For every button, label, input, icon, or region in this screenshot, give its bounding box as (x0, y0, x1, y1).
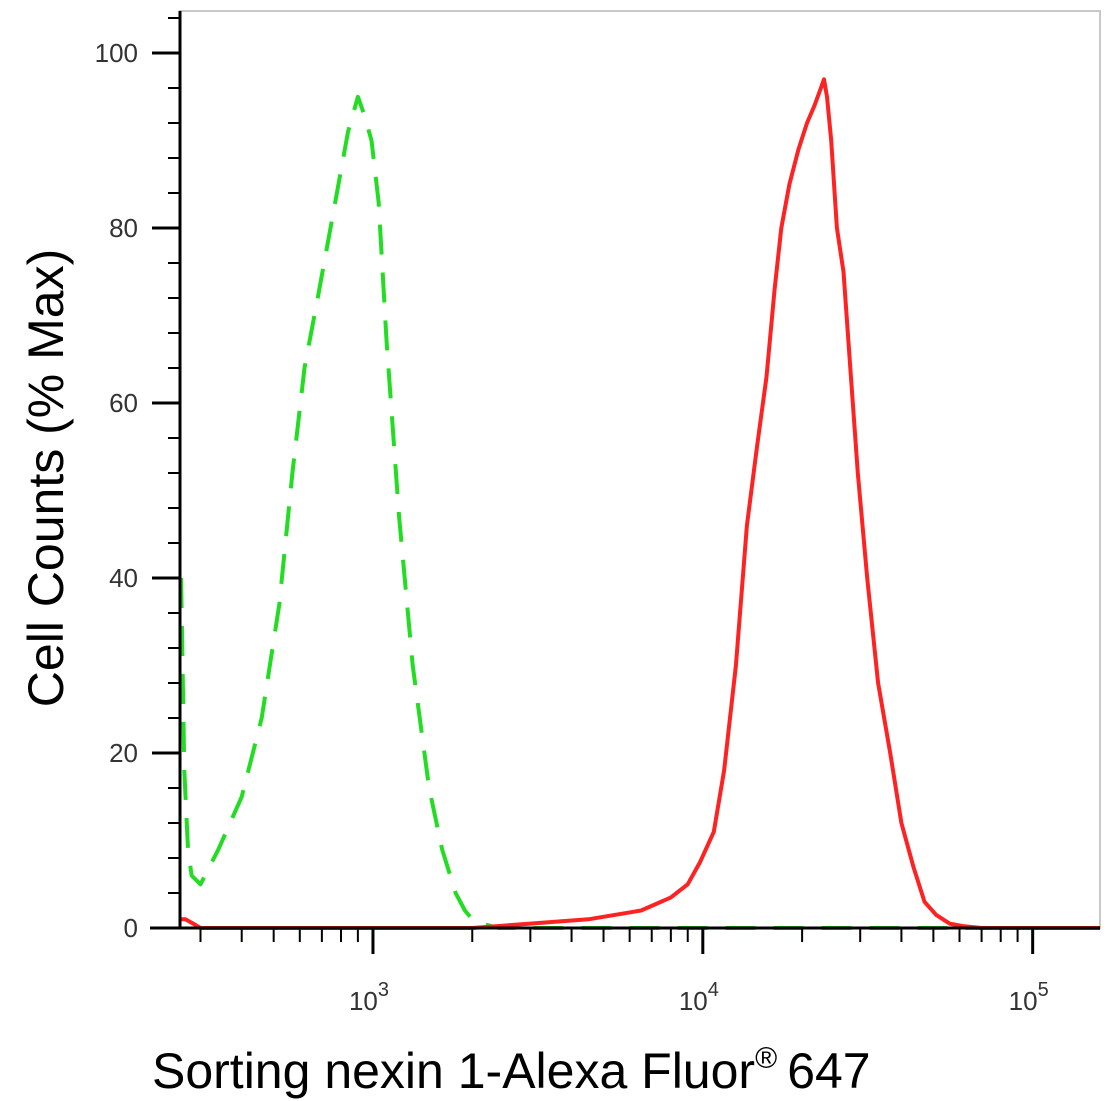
axes-layer: 0 20 40 60 80 100 103 104 105 (95, 11, 1100, 1016)
x-axis-title-registered-mark: ® (755, 1042, 777, 1075)
y-tick-label: 20 (109, 738, 138, 768)
series-layer (179, 77, 1100, 930)
y-axis-title: Cell Counts (% Max) (18, 249, 74, 707)
y-tick-label: 0 (124, 913, 138, 943)
histogram-series-1 (179, 94, 1100, 930)
x-axis-title: Sorting nexin 1-Alexa Fluor® 647 (152, 1042, 871, 1099)
x-tick-label: 103 (349, 979, 389, 1016)
x-tick-label: 105 (1009, 979, 1049, 1016)
x-tick-label: 104 (679, 979, 719, 1016)
y-tick-label: 60 (109, 388, 138, 418)
plot-frame (179, 10, 1101, 929)
y-tick-label: 100 (95, 38, 138, 68)
x-axis-title-main: Sorting nexin 1-Alexa Fluor (152, 1043, 755, 1099)
x-axis-title-suffix: 647 (787, 1043, 870, 1099)
histogram-series-2 (180, 77, 1100, 930)
y-tick-label: 40 (109, 563, 138, 593)
y-tick-label: 80 (109, 213, 138, 243)
